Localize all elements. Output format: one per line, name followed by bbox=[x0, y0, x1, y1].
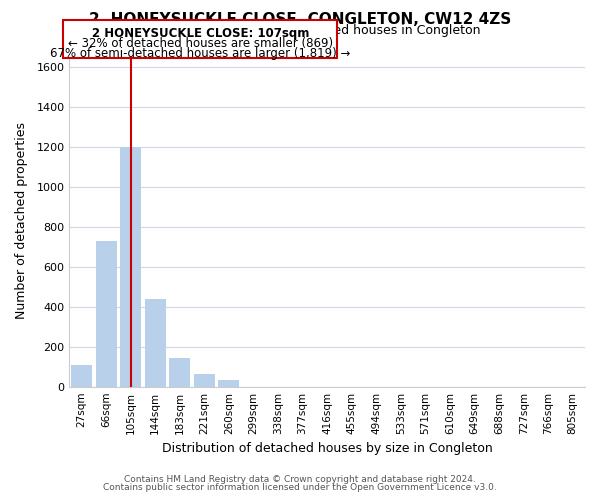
Bar bbox=[145, 299, 166, 386]
Bar bbox=[71, 364, 92, 386]
Bar bbox=[169, 358, 190, 386]
Text: 67% of semi-detached houses are larger (1,819) →: 67% of semi-detached houses are larger (… bbox=[50, 46, 350, 60]
X-axis label: Distribution of detached houses by size in Congleton: Distribution of detached houses by size … bbox=[162, 442, 493, 455]
Bar bbox=[194, 374, 215, 386]
Text: Contains HM Land Registry data © Crown copyright and database right 2024.: Contains HM Land Registry data © Crown c… bbox=[124, 475, 476, 484]
Text: 2, HONEYSUCKLE CLOSE, CONGLETON, CW12 4ZS: 2, HONEYSUCKLE CLOSE, CONGLETON, CW12 4Z… bbox=[89, 12, 511, 28]
Bar bbox=[218, 380, 239, 386]
Bar bbox=[96, 241, 116, 386]
Y-axis label: Number of detached properties: Number of detached properties bbox=[15, 122, 28, 320]
Text: Contains public sector information licensed under the Open Government Licence v3: Contains public sector information licen… bbox=[103, 484, 497, 492]
Text: Size of property relative to detached houses in Congleton: Size of property relative to detached ho… bbox=[119, 24, 481, 37]
Text: 2 HONEYSUCKLE CLOSE: 107sqm: 2 HONEYSUCKLE CLOSE: 107sqm bbox=[92, 26, 309, 40]
Text: ← 32% of detached houses are smaller (869): ← 32% of detached houses are smaller (86… bbox=[68, 36, 333, 50]
Bar bbox=[120, 147, 141, 386]
